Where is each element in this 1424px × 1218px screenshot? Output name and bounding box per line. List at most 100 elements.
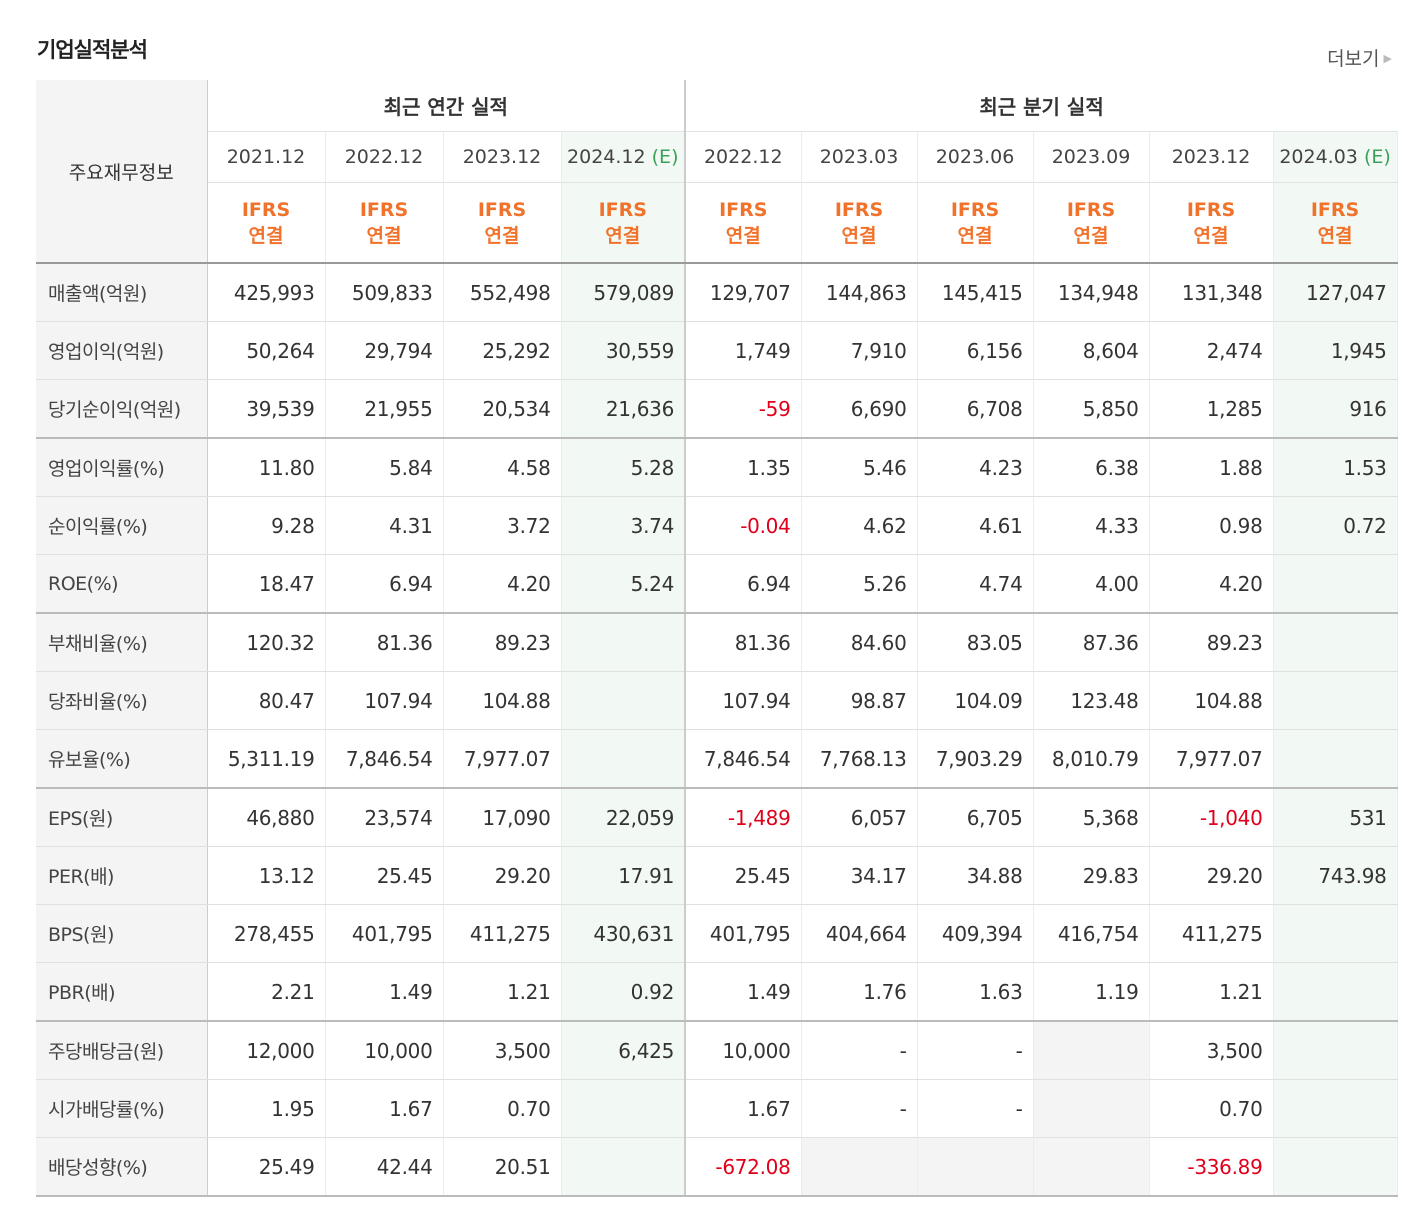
- data-cell: 83.05: [917, 613, 1034, 672]
- ifrs-line: IFRS: [241, 198, 291, 221]
- table-row: 시가배당률(%) 1.95 1.67 0.70 1.67- -0.70: [36, 1079, 1398, 1138]
- data-cell: 23,574: [325, 788, 444, 847]
- data-cell: 4.33: [1033, 496, 1150, 555]
- data-cell: 39,539: [207, 379, 326, 439]
- more-link-label[interactable]: 더보기: [1327, 48, 1380, 70]
- data-cell: 18.47: [207, 554, 326, 614]
- data-cell: [1033, 1021, 1150, 1080]
- data-cell: 5,311.19: [207, 729, 326, 789]
- data-cell: 401,795: [685, 904, 802, 963]
- row-label: 매출액(억원): [36, 263, 208, 322]
- data-cell: 98.87: [801, 671, 918, 730]
- data-cell: 21,955: [325, 379, 444, 439]
- data-cell: 107.94: [325, 671, 444, 730]
- data-cell: 2.21: [207, 962, 326, 1022]
- data-cell: 6,705: [917, 788, 1034, 847]
- data-cell: 1.63: [917, 962, 1034, 1022]
- data-cell: 29.20: [1149, 846, 1274, 905]
- data-cell: [1273, 1079, 1398, 1138]
- data-cell: 6,057: [801, 788, 918, 847]
- data-cell: 34.88: [917, 846, 1034, 905]
- ifrs-label: IFRS 연결: [1273, 182, 1398, 264]
- ifrs-line: IFRS: [719, 198, 768, 221]
- period-label: 2022.12: [344, 146, 424, 168]
- data-cell: 89.23: [443, 613, 562, 672]
- group-header-row: 주요재무정보 최근 연간 실적 최근 분기 실적: [36, 80, 1398, 264]
- data-cell: 531: [1273, 788, 1398, 847]
- consolidated-line: 연결: [725, 224, 761, 247]
- data-cell: 4.23: [917, 438, 1034, 497]
- data-cell: 145,415: [917, 263, 1034, 322]
- data-cell: 87.36: [1033, 613, 1150, 672]
- row-label: 당기순이익(억원): [36, 379, 208, 439]
- data-cell: 25.45: [685, 846, 802, 905]
- annual-group-header: 최근 연간 실적: [207, 80, 687, 132]
- data-cell: 425,993: [207, 263, 326, 322]
- data-cell: 13.12: [207, 846, 326, 905]
- ifrs-label: IFRS 연결: [801, 182, 918, 264]
- data-cell: 4.20: [1149, 554, 1274, 614]
- data-cell: 4.62: [801, 496, 918, 555]
- ifrs-line: IFRS: [477, 198, 527, 221]
- ifrs-label: IFRS 연결: [1033, 182, 1150, 264]
- data-cell: 411,275: [1149, 904, 1274, 963]
- period-header: 2023.12: [1149, 131, 1274, 183]
- data-cell: [1273, 671, 1398, 730]
- table-row: 매출액(억원) 425,993 509,833 552,498 579,089 129,7…: [36, 263, 1398, 322]
- data-cell: 81.36: [325, 613, 444, 672]
- data-cell: [1273, 729, 1398, 789]
- data-cell: 4.31: [325, 496, 444, 555]
- data-cell: 11.80: [207, 438, 326, 497]
- data-cell: 409,394: [917, 904, 1034, 963]
- ifrs-line: IFRS: [1186, 198, 1236, 221]
- ifrs-line: IFRS: [359, 198, 409, 221]
- more-link[interactable]: 더보기 ▶: [1327, 44, 1392, 71]
- data-cell: 5.26: [801, 554, 918, 614]
- consolidated-line: 연결: [1317, 224, 1353, 247]
- data-cell: -336.89: [1149, 1137, 1274, 1197]
- table-header: 주요재무정보 최근 연간 실적 최근 분기 실적 2021.12 2022.12 2…: [36, 80, 1398, 264]
- data-cell: 6.94: [325, 554, 444, 614]
- data-cell: 46,880: [207, 788, 326, 847]
- table-row: 유보율(%) 5,311.19 7,846.54 7,977.07 7,846.54 7,…: [36, 729, 1398, 789]
- consolidated-line: 연결: [1193, 224, 1229, 247]
- data-cell: 7,846.54: [325, 729, 444, 789]
- consolidated-line: 연결: [605, 224, 641, 247]
- period-header: 2023.09: [1033, 131, 1150, 183]
- data-cell: 3,500: [443, 1021, 562, 1080]
- consolidated-line: 연결: [248, 224, 284, 247]
- period-header: 2022.12: [325, 131, 444, 183]
- data-cell: 5.46: [801, 438, 918, 497]
- table-row: BPS(원) 278,455 401,795 411,275 430,631 401,79…: [36, 904, 1398, 963]
- period-label: 2023.03: [819, 146, 899, 168]
- data-cell: 1.53: [1273, 438, 1398, 497]
- data-cell: 6,156: [917, 321, 1034, 380]
- table-row: 당좌비율(%) 80.47 107.94 104.88 107.94 98.87 104.0…: [36, 671, 1398, 730]
- data-cell: 0.92: [561, 962, 687, 1022]
- data-cell: 104.88: [1149, 671, 1274, 730]
- data-cell: 104.09: [917, 671, 1034, 730]
- data-cell: -1,489: [685, 788, 802, 847]
- consolidated-line: 연결: [366, 224, 402, 247]
- data-cell: 21,636: [561, 379, 687, 439]
- data-cell: 1.67: [685, 1079, 802, 1138]
- data-cell: 1,945: [1273, 321, 1398, 380]
- data-cell: 10,000: [685, 1021, 802, 1080]
- period-header: 2021.12: [207, 131, 326, 183]
- data-cell: 278,455: [207, 904, 326, 963]
- row-label: 부채비율(%): [36, 613, 208, 672]
- data-cell: [1273, 1137, 1398, 1197]
- data-cell: [561, 1079, 687, 1138]
- data-cell: -: [917, 1079, 1034, 1138]
- data-cell: 4.74: [917, 554, 1034, 614]
- data-cell: 25.49: [207, 1137, 326, 1197]
- row-label: 영업이익률(%): [36, 438, 208, 497]
- data-cell: 4.61: [917, 496, 1034, 555]
- data-cell: 509,833: [325, 263, 444, 322]
- data-cell: 1.95: [207, 1079, 326, 1138]
- table-row: PER(배) 13.12 25.45 29.20 17.91 25.45 34.17 34.8…: [36, 846, 1398, 905]
- data-cell: 552,498: [443, 263, 562, 322]
- consolidated-line: 연결: [484, 224, 520, 247]
- period-header: 2022.12: [685, 131, 802, 183]
- row-label: 유보율(%): [36, 729, 208, 789]
